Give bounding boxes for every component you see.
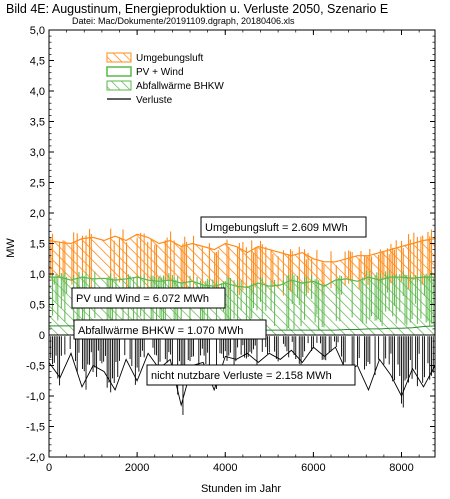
y-tick-label: 1,5 — [30, 239, 45, 251]
annotation-abfallwaerme: Abfallwärme BHKW = 1.070 MWh — [73, 319, 267, 340]
plot-area — [48, 228, 436, 416]
x-axis-label: Stunden im Jahr — [201, 483, 281, 495]
x-tick-label: 2000 — [125, 462, 149, 474]
y-tick-label: 2,5 — [30, 178, 45, 190]
legend-label-verluste: Verluste — [136, 95, 173, 106]
annotation-pv-wind: PV und Wind = 6.072 MWh — [71, 287, 226, 309]
legend-swatch-abfallwaerme — [106, 80, 132, 91]
annotation-umgebungsluft-text: Umgebungsluft = 2.609 MWh — [205, 222, 348, 234]
y-tick-label: 2,0 — [30, 208, 45, 220]
x-tick-label: 4000 — [213, 462, 237, 474]
series-verluste-spikes — [48, 336, 436, 416]
legend-label-umgebungsluft: Umgebungsluft — [136, 53, 203, 64]
y-tick-label: 4,0 — [30, 86, 45, 98]
series-umgebungsluft-line — [48, 233, 436, 263]
series-verluste-line — [48, 346, 436, 407]
legend: Umgebungsluft PV + Wind Abfallwärme BHKW… — [101, 49, 224, 107]
legend-item-pv-wind: PV + Wind — [106, 66, 184, 78]
y-tick-label: -2,0 — [26, 452, 45, 464]
chart-subtitle: Datei: Mac/Dokumente/20191109.dgraph, 20… — [72, 16, 295, 26]
y-tick-label: -0,5 — [26, 361, 45, 373]
legend-item-verluste: Verluste — [107, 95, 173, 106]
annotation-verluste-text: nicht nutzbare Verluste = 2.158 MWh — [151, 370, 332, 382]
series-pv-wind-line — [49, 276, 435, 289]
y-tick-label: 5,0 — [30, 25, 45, 37]
y-tick-label: 3,5 — [30, 117, 45, 129]
legend-swatch-umgebungsluft — [106, 52, 132, 63]
annotation-umgebungsluft: Umgebungsluft = 2.609 MWh — [200, 216, 367, 238]
y-tick-label: 1,0 — [30, 269, 45, 281]
legend-label-pv-wind: PV + Wind — [136, 67, 184, 78]
legend-item-umgebungsluft: Umgebungsluft — [106, 52, 203, 64]
y-tick-label: -1,0 — [26, 391, 45, 403]
legend-label-abfallwaerme: Abfallwärme BHKW — [136, 81, 224, 92]
x-tick-label: 8000 — [389, 462, 413, 474]
legend-item-abfallwaerme: Abfallwärme BHKW — [106, 80, 224, 92]
series-umgebungsluft-area — [49, 234, 435, 288]
annotation-verluste: nicht nutzbare Verluste = 2.158 MWh — [146, 364, 356, 386]
annotation-pv-wind-text: PV und Wind = 6.072 MWh — [76, 293, 209, 305]
y-tick-label: -1,5 — [26, 422, 45, 434]
chart-title: Bild 4E: Augustinum, Energieproduktion u… — [6, 2, 388, 16]
y-tick-label: 0,5 — [30, 300, 45, 312]
legend-swatch-pv-wind — [106, 66, 132, 77]
y-axis-label: MW — [5, 238, 17, 258]
y-tick-label: 4,5 — [30, 56, 45, 68]
y-tick-label: 0 — [39, 330, 45, 342]
x-tick-label: 6000 — [301, 462, 325, 474]
x-tick-label: 0 — [46, 462, 52, 474]
y-tick-label: 3,0 — [30, 147, 45, 159]
annotation-abfallwaerme-text: Abfallwärme BHKW = 1.070 MWh — [78, 325, 243, 337]
